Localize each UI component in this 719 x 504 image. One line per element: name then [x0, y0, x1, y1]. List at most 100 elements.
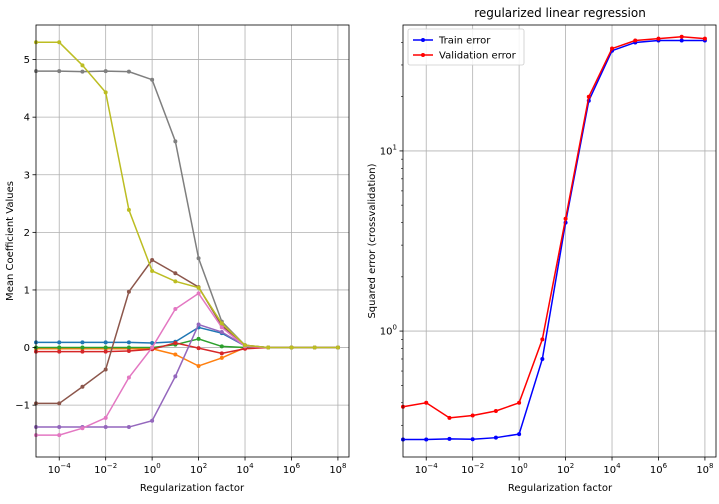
left-series-1-point — [219, 355, 224, 360]
left-series-8-point — [196, 285, 201, 290]
right-series-1-point — [424, 400, 429, 405]
right-legend-label-1: Validation error — [439, 51, 517, 62]
left-series-6-point — [126, 375, 131, 380]
right-series-line-0 — [403, 39, 705, 441]
left-series-2-point — [57, 345, 62, 350]
left-series-6-point — [150, 345, 155, 350]
left-series-8-point — [219, 321, 224, 326]
left-series-5-point — [57, 401, 62, 406]
left-series-8-point — [289, 345, 294, 350]
right-y-axis-label: Squared error (crossvalidation) — [367, 163, 378, 318]
left-series-line-8 — [36, 41, 338, 349]
left-series-5-point — [150, 258, 155, 263]
left-x-tick-label: 100 — [144, 462, 161, 476]
right-series-1-point — [610, 46, 615, 51]
right-y-ticks: 100 101 — [380, 42, 403, 426]
right-legend-marker-1 — [421, 53, 425, 57]
left-series-6-point — [57, 433, 62, 438]
left-series-6-point — [173, 306, 178, 311]
right-series-0-point — [679, 38, 684, 43]
left-series-4-point — [150, 418, 155, 423]
right-x-tick-label: 10−2 — [461, 462, 484, 476]
left-series-8-point — [150, 268, 155, 273]
left-y-tick-label: 2 — [24, 228, 30, 239]
left-series-8-point — [243, 343, 248, 348]
right-plot-frame — [402, 24, 717, 458]
right-series-1-point — [493, 409, 498, 414]
left-series-0-point — [103, 340, 108, 345]
left-series-0-point — [80, 340, 85, 345]
left-x-tick-label: 104 — [236, 462, 254, 476]
left-y-tick-label: 5 — [24, 55, 30, 66]
left-series-3-point — [126, 349, 131, 354]
left-plot-frame — [35, 24, 350, 458]
right-x-tick-label: 108 — [696, 462, 713, 476]
left-series-4-point — [173, 374, 178, 379]
left-series-6-point — [219, 325, 224, 330]
right-series-1-point — [517, 400, 522, 405]
left-series-8-point — [126, 207, 131, 212]
right-y-tick-label: 100 — [380, 324, 397, 338]
left-series-8-point — [266, 345, 271, 350]
left-y-tick-label: 3 — [24, 170, 30, 181]
left-series-6-point — [80, 426, 85, 431]
left-y-tick-label: 1 — [24, 285, 30, 296]
left-series-3-point — [57, 349, 62, 354]
left-series-5-point — [80, 384, 85, 389]
left-series-2-point — [80, 345, 85, 350]
left-series-3-point — [103, 349, 108, 354]
left-series-line-6 — [36, 292, 338, 436]
right-x-ticks: 10−4 10−2 100 102 104 106 108 — [415, 457, 714, 476]
left-series-line-7 — [36, 70, 338, 349]
right-series-1-point — [633, 38, 638, 43]
right-x-tick-label: 100 — [511, 462, 528, 476]
left-series-7-point — [196, 256, 201, 261]
left-series-5-point — [103, 367, 108, 372]
right-series-1-point — [470, 413, 475, 418]
left-series-3-point — [196, 346, 201, 351]
left-y-tick-label: 4 — [24, 113, 30, 124]
left-series-7-point — [103, 69, 108, 74]
left-series-7-point — [57, 69, 62, 74]
left-series-4-point — [219, 330, 224, 335]
right-series-1-point — [586, 94, 591, 99]
right-legend: Train error Validation error — [407, 28, 525, 66]
left-chart: 10−4 10−2 100 102 104 106 108 −1 0 1 2 3 4 5 Regular… — [5, 24, 350, 494]
left-series-3-point — [80, 349, 85, 354]
right-series-1-point — [656, 36, 661, 41]
left-series-1-point — [196, 363, 201, 368]
right-legend-label-0: Train error — [438, 36, 491, 47]
left-series-4-point — [103, 425, 108, 430]
left-series-7-point — [80, 69, 85, 74]
left-series-2-point — [219, 344, 224, 349]
left-x-tick-label: 10−2 — [94, 462, 117, 476]
right-x-tick-label: 102 — [557, 462, 574, 476]
left-y-tick-label: −1 — [15, 401, 30, 412]
left-series-6-point — [103, 415, 108, 420]
left-series — [34, 40, 340, 438]
left-series-1-point — [173, 352, 178, 357]
left-series-4-point — [57, 425, 62, 430]
left-series-7-point — [173, 139, 178, 144]
left-series-0-point — [150, 340, 155, 345]
left-series-line-4 — [36, 323, 338, 428]
left-series-7-point — [126, 69, 131, 74]
left-series-0-point — [57, 340, 62, 345]
right-chart: regularized linear regression 10−4 10−2 10… — [367, 6, 717, 494]
left-series-3-point — [173, 340, 178, 345]
left-x-tick-label: 108 — [329, 462, 346, 476]
left-series-8-point — [103, 90, 108, 95]
left-series-8-point — [335, 345, 340, 350]
left-series-8-point — [80, 63, 85, 68]
left-y-ticks: −1 0 1 2 3 4 5 — [15, 55, 36, 412]
left-x-tick-label: 102 — [190, 462, 207, 476]
right-series-1-point — [679, 34, 684, 39]
left-series-5-point — [173, 271, 178, 276]
right-series-0-point — [540, 356, 545, 361]
left-x-ticks: 10−4 10−2 100 102 104 106 108 — [48, 457, 347, 476]
left-x-tick-label: 106 — [283, 462, 301, 476]
right-series-line-1 — [402, 36, 705, 419]
right-series-1-point — [702, 36, 707, 41]
